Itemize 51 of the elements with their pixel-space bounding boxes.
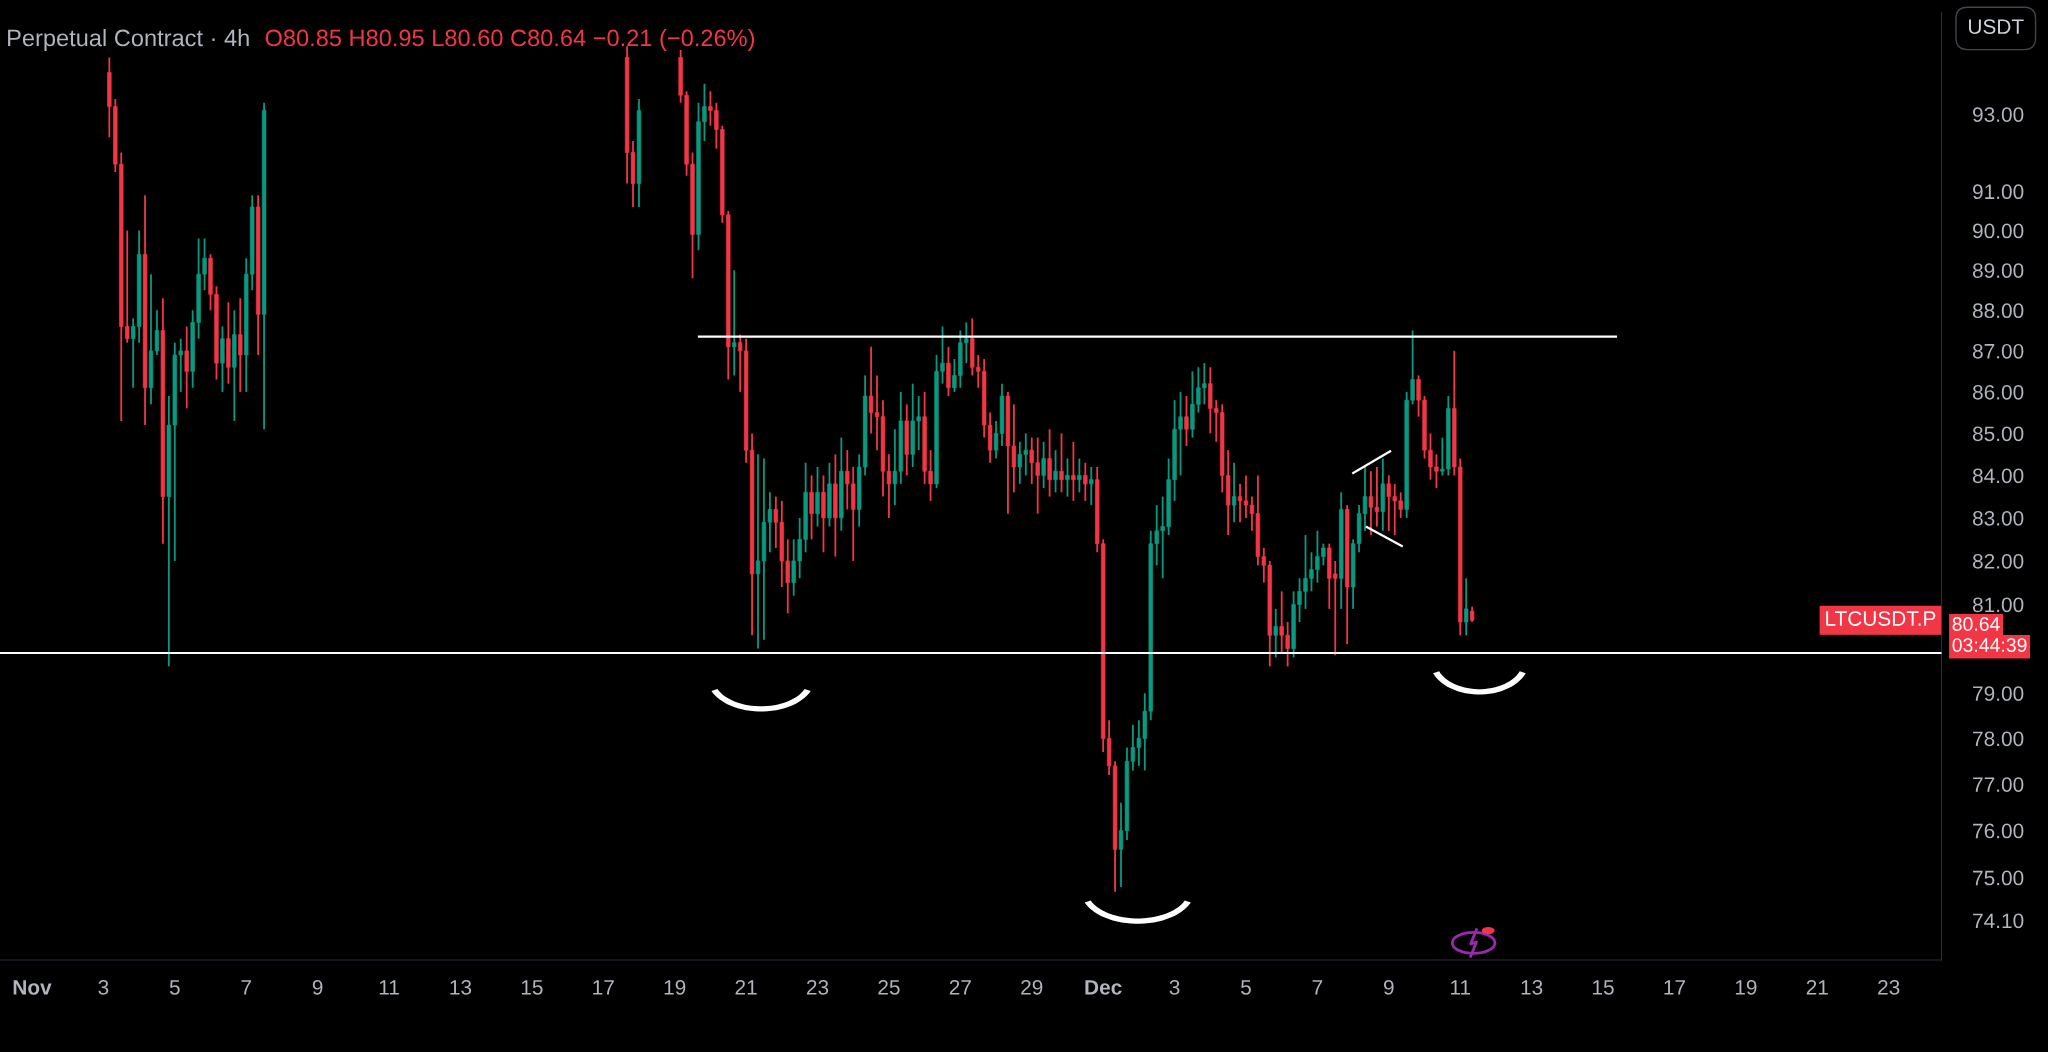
y-tick-label: 84.00 <box>1972 468 2024 484</box>
y-tick-label: 78.00 <box>1973 731 2024 747</box>
y-tick-label: 75.00 <box>1973 870 2024 886</box>
x-tick-label: 5 <box>169 980 180 995</box>
x-tick-label: 7 <box>1312 980 1323 995</box>
x-tick-label: 13 <box>450 979 472 995</box>
x-tick-label: 9 <box>1383 979 1394 995</box>
y-tick-label: 85.00 <box>1972 426 2024 442</box>
x-tick-label: 9 <box>312 979 323 995</box>
text: Perpetual Contract · 4h <box>8 28 249 51</box>
x-tick-label: 15 <box>1593 980 1614 995</box>
x-tick-label: 13 <box>1521 979 1543 995</box>
y-tick-label: 82.00 <box>1972 553 2024 569</box>
x-tick-label: 7 <box>241 980 251 995</box>
x-tick-label: 27 <box>949 979 971 995</box>
y-tick-label: 89.00 <box>1972 263 2024 278</box>
x-tick-label: 3 <box>98 979 109 995</box>
x-tick-label: Nov <box>13 980 52 995</box>
y-tick-label: 90.00 <box>1973 223 2024 239</box>
y-tick-label: 87.00 <box>1972 343 2024 359</box>
x-tick-label: 17 <box>593 980 614 995</box>
text: O80.85 H80.95 L80.60 C80.64 −0.21 (−0.26%) <box>265 28 754 51</box>
x-tick-label: 19 <box>1735 979 1757 995</box>
y-tick-label: 93.00 <box>1973 107 2024 122</box>
y-tick-label: 86.00 <box>1972 384 2024 400</box>
y-tick-label: 81.00 <box>1972 597 2024 613</box>
x-tick-label: 21 <box>735 979 757 995</box>
y-tick-label: 79.00 <box>1973 686 2024 701</box>
x-tick-label: 15 <box>521 980 543 995</box>
text: USDT <box>1969 19 2024 34</box>
y-tick-label: 74.10 <box>1973 913 2024 929</box>
y-tick-label: 91.00 <box>1973 184 2024 200</box>
x-tick-label: 19 <box>664 979 686 995</box>
y-tick-label: 83.00 <box>1972 510 2024 526</box>
x-tick-label: 21 <box>1806 979 1828 995</box>
y-tick-label: 77.00 <box>1973 777 2024 792</box>
x-tick-label: 11 <box>1450 980 1471 995</box>
x-tick-label: 23 <box>1878 979 1900 995</box>
text: 03:44:39 <box>1952 638 2027 652</box>
x-tick-label: 23 <box>806 979 829 995</box>
y-tick-label: 76.00 <box>1973 823 2024 839</box>
x-tick-label: 5 <box>1241 980 1251 995</box>
annotation: LTCUSDT.P <box>1826 611 1936 626</box>
text: 80.64 <box>1952 617 2000 631</box>
x-tick-label: 25 <box>878 979 900 995</box>
x-tick-label: 11 <box>379 980 399 995</box>
x-tick-label: Dec <box>1085 980 1122 995</box>
x-tick-label: 17 <box>1664 980 1685 995</box>
x-tick-label: 3 <box>1169 979 1180 995</box>
y-tick-label: 88.00 <box>1972 303 2024 319</box>
x-tick-label: 29 <box>1021 979 1043 995</box>
